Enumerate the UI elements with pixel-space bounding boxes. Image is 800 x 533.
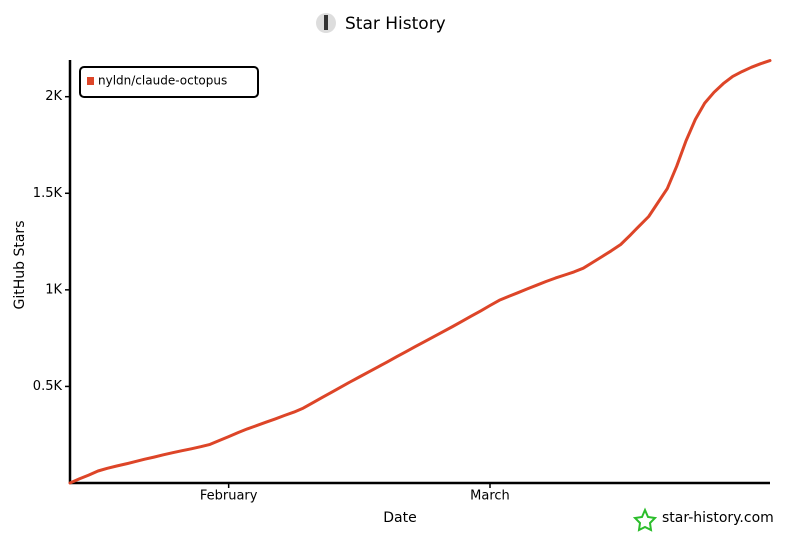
legend-label: nyldn/claude-octopus: [98, 74, 227, 88]
y-tick-label: 1K: [45, 282, 62, 297]
chart-title: Star History: [345, 14, 446, 34]
watermark-icon: [632, 507, 658, 532]
logo-figure: [324, 15, 328, 30]
x-tick-label: February: [200, 489, 258, 504]
watermark: star-history.com: [662, 510, 774, 526]
y-tick-label: 1.5K: [33, 186, 63, 201]
legend-box: [79, 66, 259, 98]
y-tick-label: 0.5K: [33, 379, 63, 394]
x-axis-label: Date: [383, 510, 416, 526]
y-axis-label: GitHub Stars: [12, 221, 28, 310]
legend-swatch: [87, 77, 94, 85]
x-tick-label: March: [470, 489, 510, 504]
y-tick-label: 2K: [45, 89, 62, 104]
line: [68, 59, 772, 485]
